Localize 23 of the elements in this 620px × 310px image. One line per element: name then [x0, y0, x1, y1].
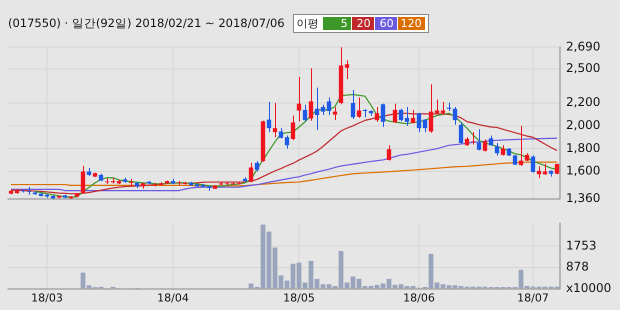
y-tick-label: x10000 — [566, 280, 612, 295]
x-tick-label: 18/03 — [31, 291, 63, 304]
y-tick-label: 2,000 — [566, 118, 600, 132]
text: 20 — [352, 16, 374, 30]
candlestick — [446, 102, 452, 112]
x-tick-label: 18/05 — [283, 291, 315, 304]
text: 120 — [398, 16, 425, 30]
y-tick-label: 878 — [566, 260, 589, 274]
y-tick-label: 2,690 — [566, 39, 600, 54]
chart-title: (017550) · 일간(92일) 2018/02/21 ~ 2018/07/06 — [8, 16, 285, 30]
text: 5 — [322, 16, 351, 30]
legend-title: 이평 — [296, 16, 319, 30]
y-tick-label: 2,200 — [566, 95, 600, 110]
y-tick-label: 1,800 — [566, 140, 600, 155]
x-tick-label: 18/06 — [403, 291, 435, 304]
text: 60 — [374, 16, 397, 30]
candlestick — [110, 177, 116, 184]
x-tick-label: 18/04 — [157, 291, 189, 304]
x-tick-label: 18/07 — [517, 291, 549, 304]
y-tick-label: 1,600 — [566, 164, 600, 178]
y-tick-label: 2,500 — [566, 60, 600, 75]
y-tick-label: 1,360 — [566, 190, 600, 205]
y-tick-label: 1753 — [566, 238, 597, 252]
